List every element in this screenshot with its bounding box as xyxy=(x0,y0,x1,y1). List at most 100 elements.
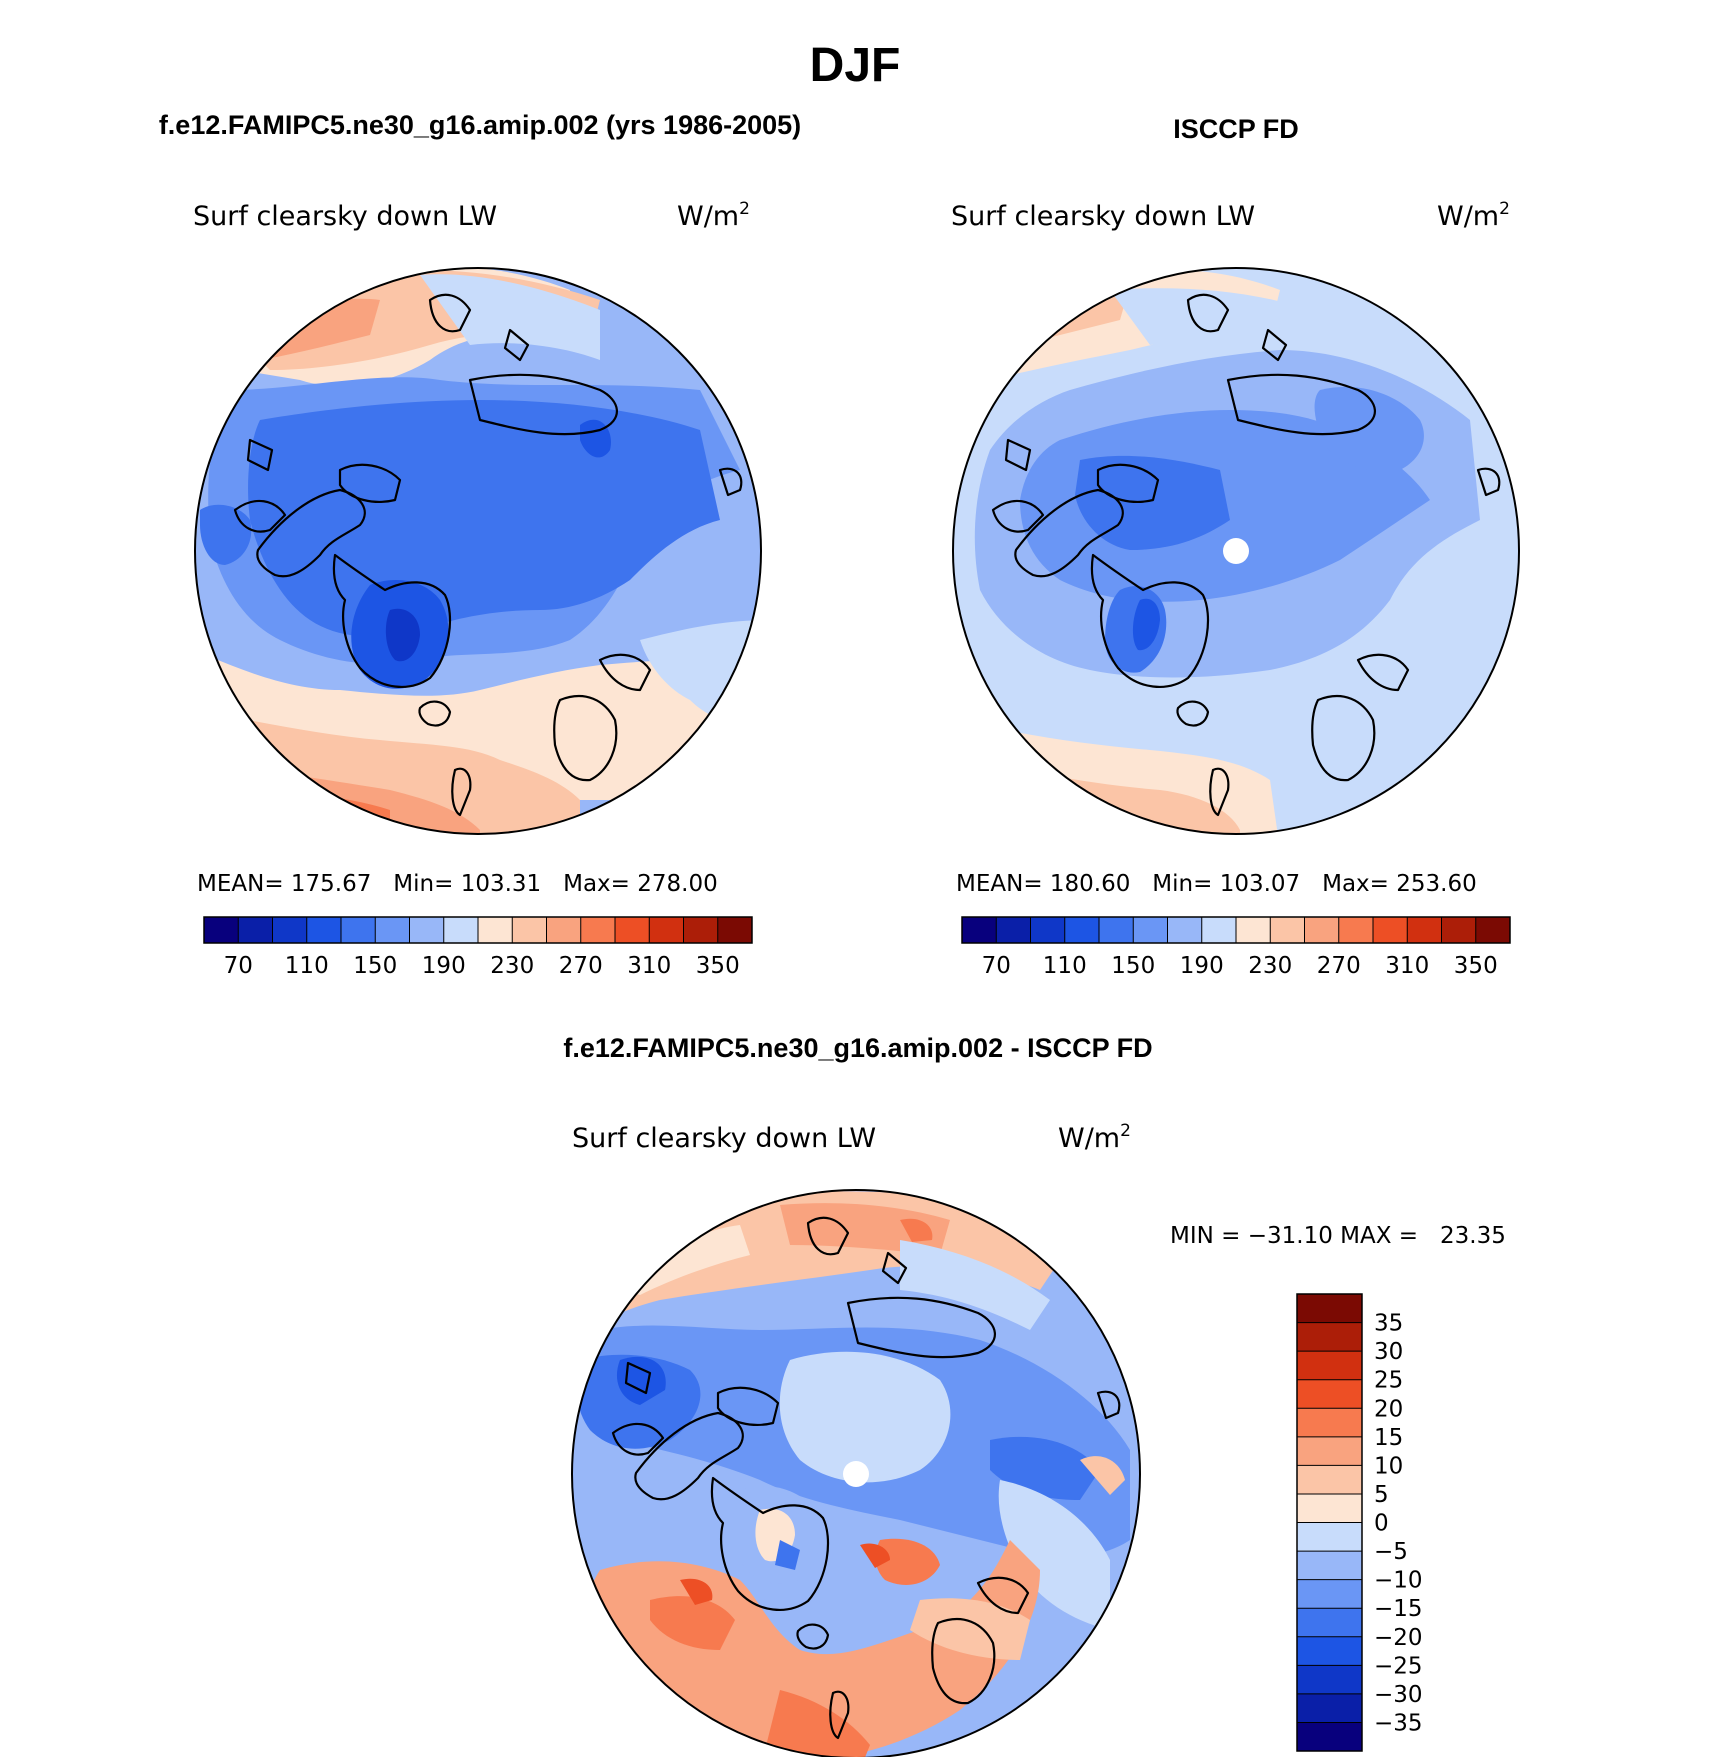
units-text: W/m xyxy=(1437,201,1499,232)
colorbar-segment xyxy=(1297,1665,1362,1695)
colorbar-segment xyxy=(1167,917,1203,943)
colorbar-tick-label: 310 xyxy=(1385,953,1429,979)
colorbar-segment xyxy=(1475,917,1511,943)
colorbar-segment xyxy=(1099,917,1134,943)
variable-label: Surf clearsky down LW xyxy=(951,201,1255,232)
colorbar-tick-label: 15 xyxy=(1374,1425,1403,1451)
colorbar-tick-label: −20 xyxy=(1374,1625,1423,1651)
colorbar-tick-label: 5 xyxy=(1374,1482,1389,1508)
colorbar-abs-model: 70 110 150 190 230 270 310 350 xyxy=(203,916,753,979)
colorbar-tick-label: 20 xyxy=(1374,1396,1403,1422)
colorbar-segment xyxy=(1297,1493,1362,1523)
colorbar-tick-label: −35 xyxy=(1374,1710,1423,1736)
pole-mask xyxy=(1223,538,1249,564)
colorbar-segment xyxy=(580,917,616,943)
colorbar-segment xyxy=(649,917,684,943)
colorbar-segment xyxy=(1304,917,1340,943)
colorbar-segment xyxy=(1297,1722,1362,1752)
colorbar-segment xyxy=(1297,1294,1362,1323)
colorbar-segment xyxy=(1236,917,1271,943)
colorbar-segment xyxy=(1297,1408,1362,1438)
colorbar-segment xyxy=(1297,1551,1362,1580)
panel-diff: f.e12.FAMIPC5.ne30_g16.amip.002 - ISCCP … xyxy=(563,1033,1506,1757)
colorbar-segments xyxy=(962,917,1511,943)
coastlines xyxy=(233,293,743,817)
colorbar-ticks: 70 110 150 190 230 270 310 350 xyxy=(224,953,740,979)
colorbar-border xyxy=(961,916,1511,944)
panel-model: f.e12.FAMIPC5.ne30_g16.amip.002 (yrs 198… xyxy=(159,110,801,979)
colorbar-segment xyxy=(1338,917,1374,943)
colorbar-segment xyxy=(443,917,479,943)
pole-mask xyxy=(843,1461,869,1487)
colorbar-tick-label: 30 xyxy=(1374,1339,1403,1365)
colorbar-tick-label: −10 xyxy=(1374,1568,1423,1594)
colorbar-segments xyxy=(204,917,753,943)
units-text: W/m xyxy=(1058,1123,1120,1154)
colorbar-segment xyxy=(238,917,273,943)
variable-label: Surf clearsky down LW xyxy=(193,201,497,232)
polar-map xyxy=(195,268,761,834)
stats-text: MEAN= 175.67 Min= 103.31 Max= 278.00 xyxy=(197,871,718,897)
colorbar-tick-label: −30 xyxy=(1374,1682,1423,1708)
colorbar-segment xyxy=(1297,1351,1362,1380)
colorbar-tick-label: 70 xyxy=(982,953,1011,979)
colorbar-tick-label: 190 xyxy=(422,953,466,979)
colorbar-tick-label: 270 xyxy=(1317,953,1361,979)
colorbar-tick-label: 0 xyxy=(1374,1511,1389,1537)
colorbar-segment xyxy=(1297,1465,1362,1495)
colorbar-segments xyxy=(1297,1294,1362,1752)
colorbar-tick-label: 150 xyxy=(1111,953,1155,979)
colorbar-ticks: 70 110 150 190 230 270 310 350 xyxy=(982,953,1498,979)
colorbar-segment xyxy=(615,917,650,943)
colorbar-segment xyxy=(1133,917,1168,943)
coastlines xyxy=(991,293,1501,817)
panel-title: ISCCP FD xyxy=(1173,114,1299,144)
panel-title: f.e12.FAMIPC5.ne30_g16.amip.002 (yrs 198… xyxy=(159,110,801,140)
colorbar-tick-label: 310 xyxy=(627,953,671,979)
colorbar-segment xyxy=(272,917,308,943)
coastlines xyxy=(611,1216,1121,1740)
colorbar-segment xyxy=(683,917,719,943)
colorbar-segment xyxy=(1297,1522,1362,1552)
colorbar-segment xyxy=(341,917,376,943)
colorbar-segment xyxy=(1297,1436,1362,1466)
colorbar-tick-label: 25 xyxy=(1374,1368,1403,1394)
colorbar-segment xyxy=(717,917,753,943)
units-label: W/m2 xyxy=(1437,199,1510,232)
colorbar-segment xyxy=(1270,917,1305,943)
figure-title: DJF xyxy=(810,39,901,92)
colorbar-segment xyxy=(306,917,342,943)
colorbar-segment xyxy=(546,917,582,943)
colorbar-segment xyxy=(478,917,513,943)
colorbar-tick-label: −25 xyxy=(1374,1653,1423,1679)
colorbar-tick-label: 190 xyxy=(1180,953,1224,979)
colorbar-tick-label: −15 xyxy=(1374,1596,1423,1622)
colorbar-segment xyxy=(1201,917,1237,943)
colorbar-tick-label: 350 xyxy=(1454,953,1498,979)
units-text: W/m xyxy=(677,201,739,232)
colorbar-segment xyxy=(1441,917,1477,943)
units-label: W/m2 xyxy=(677,199,750,232)
colorbar-tick-label: 35 xyxy=(1374,1311,1403,1337)
colorbar-segment xyxy=(1297,1322,1362,1352)
colorbar-segment xyxy=(1373,917,1408,943)
colorbar-tick-label: 110 xyxy=(1043,953,1087,979)
colorbar-tick-label: 270 xyxy=(559,953,603,979)
colorbar-segment xyxy=(204,917,239,943)
colorbar-segment xyxy=(1297,1608,1362,1638)
colorbar-tick-label: 110 xyxy=(285,953,329,979)
colorbar-segment xyxy=(1297,1636,1362,1666)
stats-text: MEAN= 180.60 Min= 103.07 Max= 253.60 xyxy=(956,871,1477,897)
colorbar-segment xyxy=(409,917,445,943)
colorbar-segment xyxy=(1297,1379,1362,1409)
stats-text: MIN = −31.10 MAX = 23.35 xyxy=(1170,1223,1506,1249)
units-label: W/m2 xyxy=(1058,1121,1131,1154)
colorbar-segment xyxy=(962,917,997,943)
colorbar-tick-label: 230 xyxy=(490,953,534,979)
colorbar-border xyxy=(203,916,753,944)
colorbar-segment xyxy=(1297,1579,1362,1609)
variable-label: Surf clearsky down LW xyxy=(572,1123,876,1154)
